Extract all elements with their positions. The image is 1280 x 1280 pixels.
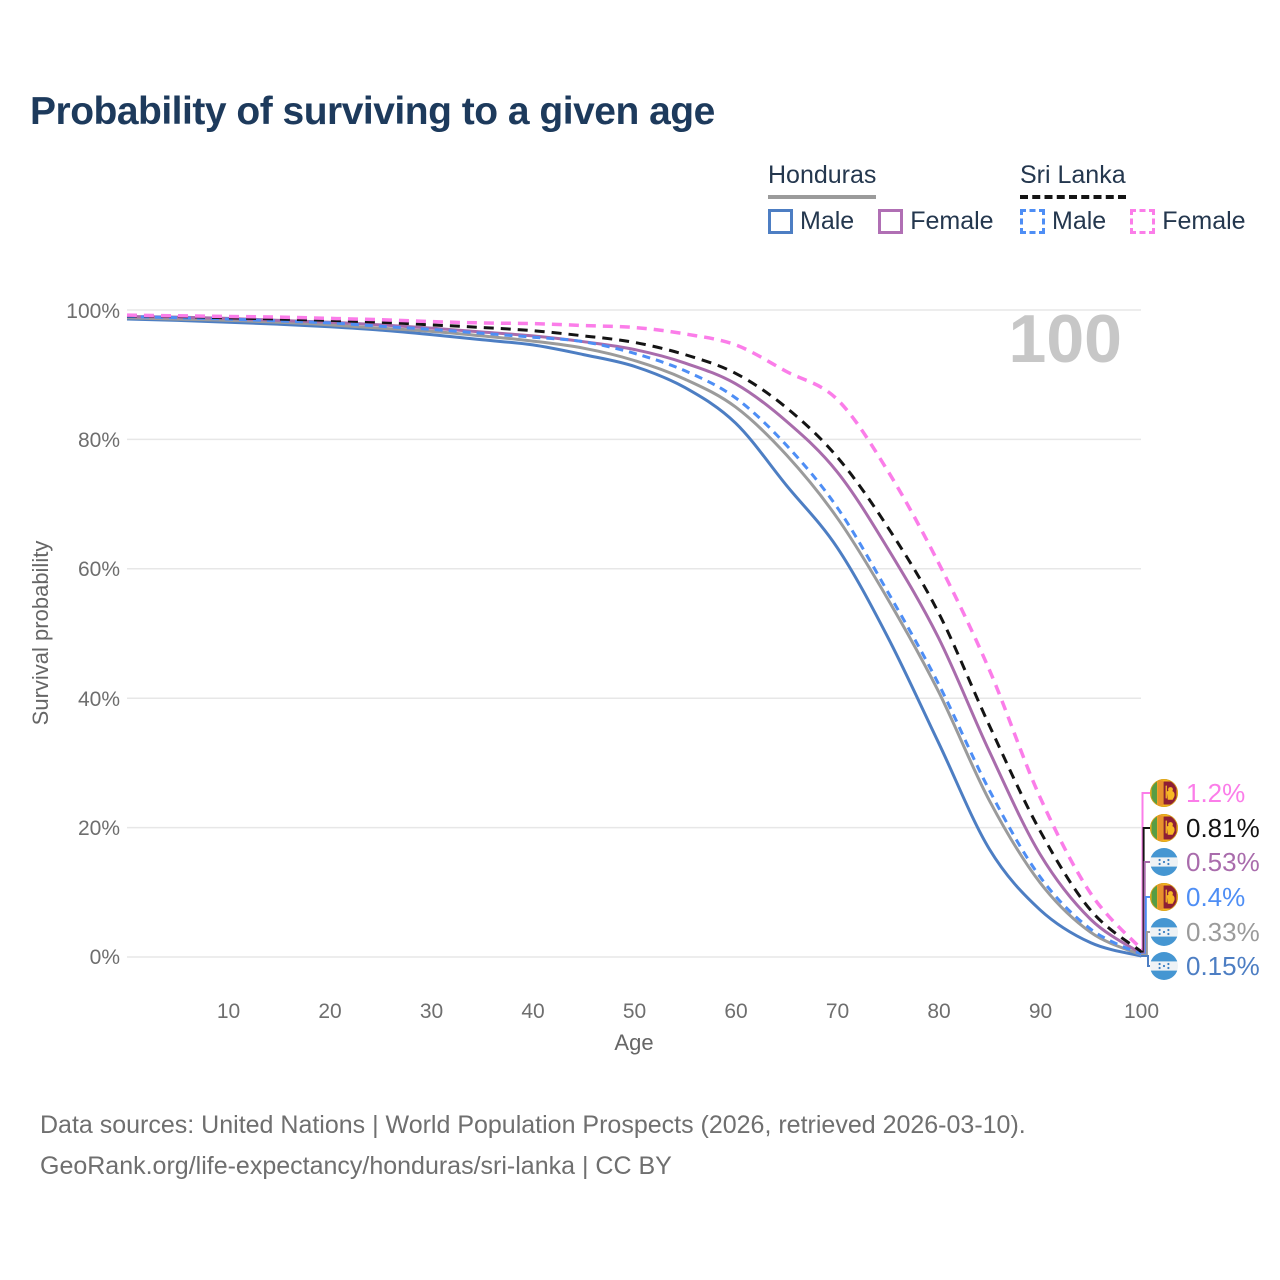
curve-sri-lanka-both[interactable]: [126, 314, 1143, 953]
survival-curves: [126, 313, 1143, 958]
legend-item-label: Female: [910, 207, 994, 235]
honduras-flag-icon: [1150, 848, 1178, 876]
legend-item-label: Male: [800, 207, 855, 235]
sri-lanka-flag-icon: [1150, 814, 1178, 842]
legend-group-sri-lanka: Sri Lanka Male Female: [1020, 161, 1270, 236]
end-label-value: 0.4%: [1186, 882, 1245, 912]
legend-row-sri-lanka: Male Female: [1020, 207, 1270, 236]
honduras-male-swatch-icon: [768, 209, 793, 234]
x-tick: 10: [217, 1000, 240, 1023]
y-tick: 80%: [78, 429, 120, 452]
y-tick: 40%: [78, 688, 120, 711]
y-tick: 0%: [90, 946, 120, 969]
x-tick: 30: [420, 1000, 443, 1023]
x-tick: 50: [623, 1000, 646, 1023]
connector-sri-lanka-female: [1141, 792, 1150, 951]
x-tick: 80: [927, 1000, 950, 1023]
legend-row-honduras: Male Female: [768, 207, 1018, 236]
y-tick: 100%: [66, 300, 120, 323]
sri-lanka-male-swatch-icon: [1020, 209, 1045, 234]
legend-item-label: Female: [1162, 207, 1246, 235]
x-axis-ticks: 10 20 30 40 50 60 70 80 90 100: [217, 1000, 1159, 1023]
legend-item-sri-lanka-female[interactable]: Female: [1130, 207, 1246, 236]
y-axis-title: Survival probability: [28, 541, 53, 726]
honduras-female-swatch-icon: [878, 209, 904, 234]
connector-sri-lanka-both: [1141, 827, 1150, 953]
sri-lanka-flag-icon: [1150, 883, 1178, 911]
connector-honduras-male: [1141, 955, 1150, 967]
curve-honduras-both[interactable]: [126, 316, 1143, 957]
gridlines: [127, 309, 1141, 958]
legend-item-honduras-female[interactable]: Female: [878, 207, 994, 236]
x-tick: 20: [318, 1000, 341, 1023]
y-tick: 20%: [78, 817, 120, 840]
legend-country-honduras: Honduras: [768, 161, 877, 199]
end-label-value: 0.81%: [1186, 813, 1260, 843]
honduras-flag-icon: [1150, 952, 1178, 980]
sri-lanka-female-swatch-icon: [1130, 209, 1156, 234]
x-tick: 90: [1029, 1000, 1052, 1023]
legend-group-honduras: Honduras Male Female: [768, 161, 1018, 236]
legend-item-sri-lanka-male[interactable]: Male: [1020, 207, 1106, 236]
curve-sri-lanka-male[interactable]: [126, 314, 1143, 956]
y-tick: 60%: [78, 558, 120, 581]
end-label-value: 0.53%: [1186, 847, 1260, 877]
page-title: Probability of surviving to a given age: [30, 90, 715, 133]
honduras-flag-icon: [1150, 918, 1178, 946]
x-tick: 60: [724, 1000, 747, 1023]
curve-honduras-female[interactable]: [126, 314, 1143, 955]
footer: Data sources: United Nations | World Pop…: [40, 1105, 1026, 1187]
y-axis-ticks: 100% 80% 60% 40% 20% 0%: [66, 300, 120, 969]
legend-item-label: Male: [1052, 207, 1107, 235]
attribution-line: GeoRank.org/life-expectancy/honduras/sri…: [40, 1152, 672, 1180]
x-tick: 40: [521, 1000, 544, 1023]
curve-sri-lanka-female[interactable]: [126, 313, 1143, 951]
end-label-value: 0.33%: [1186, 917, 1260, 947]
data-sources-line: Data sources: United Nations | World Pop…: [40, 1111, 1026, 1139]
legend-item-honduras-male[interactable]: Male: [768, 207, 854, 236]
connector-honduras-both: [1141, 931, 1150, 956]
end-label-value: 1.2%: [1186, 778, 1245, 808]
curve-honduras-male[interactable]: [126, 317, 1142, 958]
x-tick: 70: [826, 1000, 849, 1023]
sri-lanka-flag-icon: [1150, 779, 1178, 807]
end-label-connectors: [1141, 792, 1150, 967]
x-axis-title: Age: [614, 1030, 653, 1055]
end-label-value: 0.15%: [1186, 951, 1260, 981]
legend-country-sri-lanka: Sri Lanka: [1020, 161, 1126, 199]
x-tick: 100: [1124, 1000, 1159, 1023]
age-counter-watermark: 100: [1009, 301, 1122, 377]
